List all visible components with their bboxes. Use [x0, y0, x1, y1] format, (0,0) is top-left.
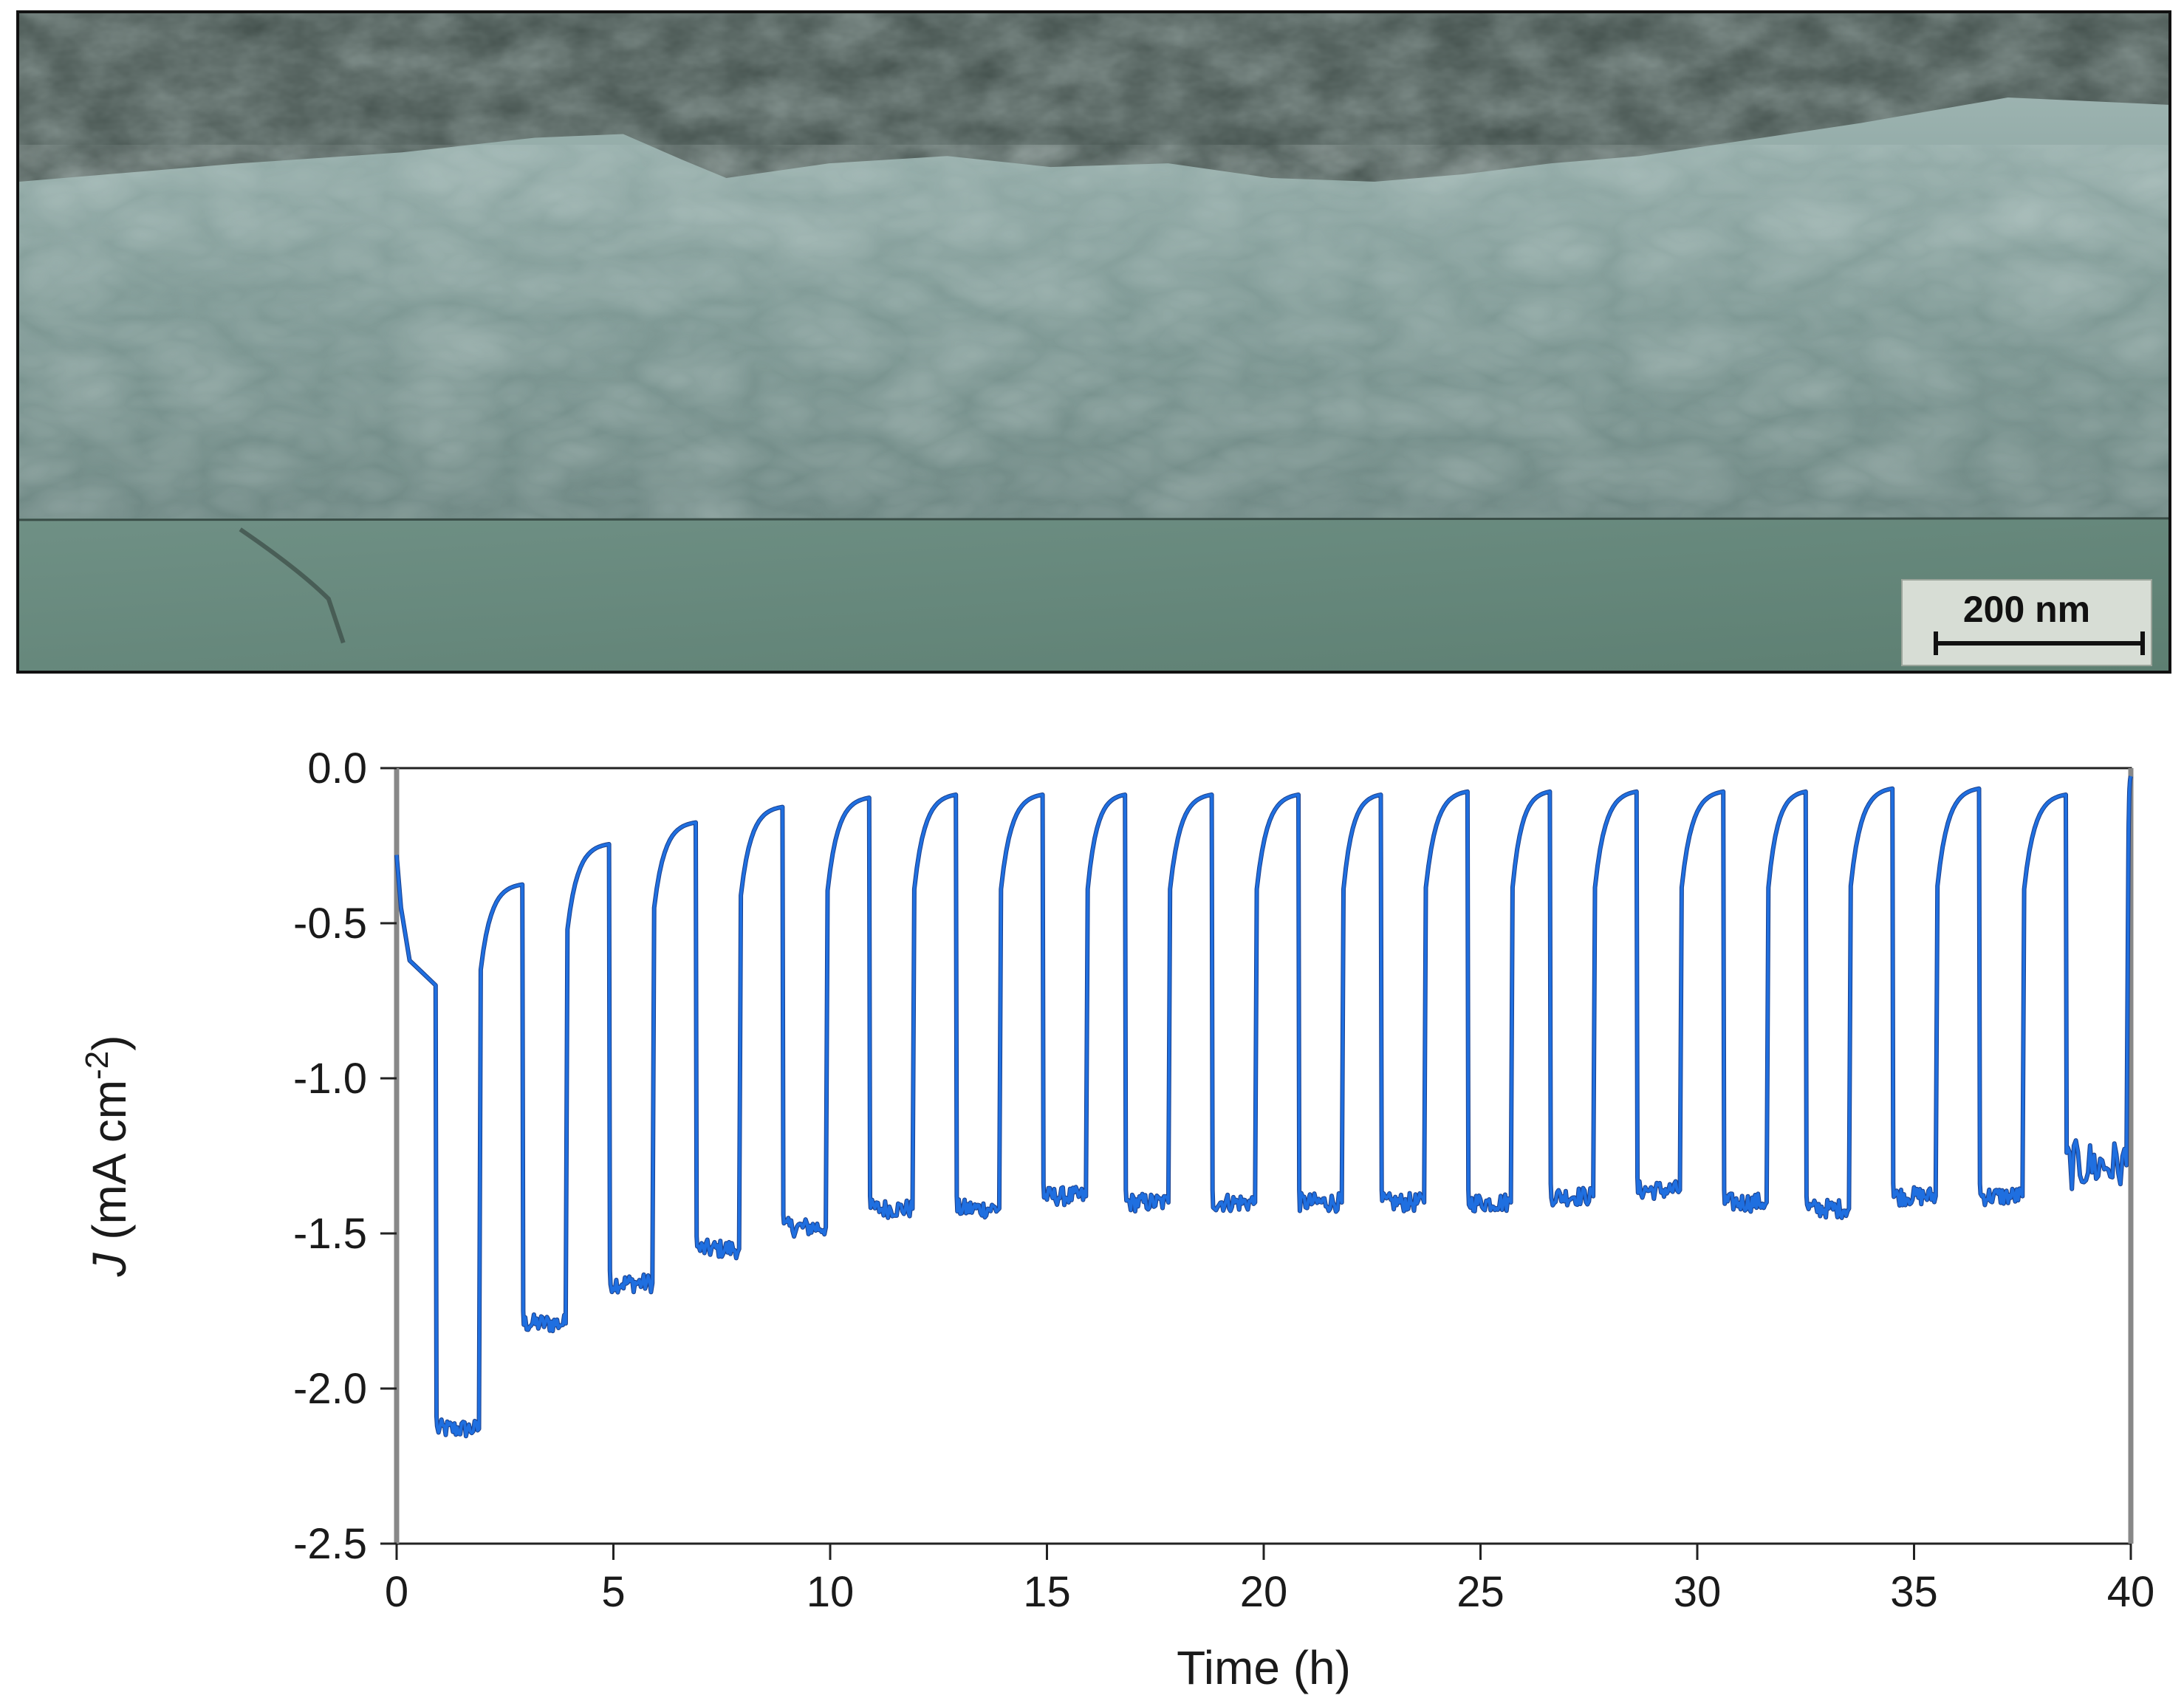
scale-bar-line	[1934, 631, 2145, 655]
x-tick-label: 25	[1456, 1568, 1505, 1616]
y-tick-label: -1.0	[293, 1055, 367, 1103]
series-line-shadow	[394, 774, 2133, 1439]
y-tick-label: 0.0	[307, 744, 367, 792]
x-tick-label: 15	[1023, 1568, 1071, 1616]
y-axis-symbol: J	[83, 1253, 136, 1278]
y-axis-exponent: -2	[79, 1051, 115, 1080]
x-tick-label: 35	[1890, 1568, 1938, 1616]
x-tick-label: 10	[807, 1568, 855, 1616]
x-tick-label: 30	[1674, 1568, 1722, 1616]
sem-substrate-layer	[19, 518, 2168, 671]
scale-bar-label: 200 nm	[1962, 589, 2091, 630]
y-axis-title: J (mA cm-2)	[79, 1035, 137, 1277]
y-tick-label: -2.5	[293, 1520, 367, 1568]
scale-bar: 200 nm	[1901, 579, 2152, 666]
x-tick-label: 20	[1240, 1568, 1288, 1616]
current-density-chart: 0 5 10 15 20 25 30 35 400.0-0.5-1.0-1.5-2.0-2.5 …	[79, 744, 2155, 1694]
y-axis-close: )	[83, 1035, 136, 1050]
tick-labels: 0 5 10 15 20 25 30 35 40 0.0 -0.5 -1.0 -1.5 -2.0 -2.5	[293, 744, 2154, 1616]
y-tick-label: -0.5	[293, 900, 367, 948]
series-layer	[394, 774, 2133, 1439]
axes	[380, 767, 2134, 1560]
y-axis-unit: (mA cm	[83, 1080, 136, 1253]
chart-panel: 0 5 10 15 20 25 30 35 40 0.0 -0.5 -1.0 -1.5 -2.0 -2.5 …	[0, 694, 2184, 1698]
y-tick-label: -1.5	[293, 1210, 367, 1258]
sem-micrograph: 200 nm	[16, 10, 2171, 674]
series-line	[395, 775, 2132, 1438]
x-tick-label: 0	[385, 1568, 408, 1616]
x-tick-label: 5	[601, 1568, 625, 1616]
y-tick-label: -2.0	[293, 1365, 367, 1413]
sem-image	[19, 13, 2168, 671]
x-tick-label: 40	[2107, 1568, 2155, 1616]
x-axis-title: Time (h)	[1177, 1641, 1351, 1694]
